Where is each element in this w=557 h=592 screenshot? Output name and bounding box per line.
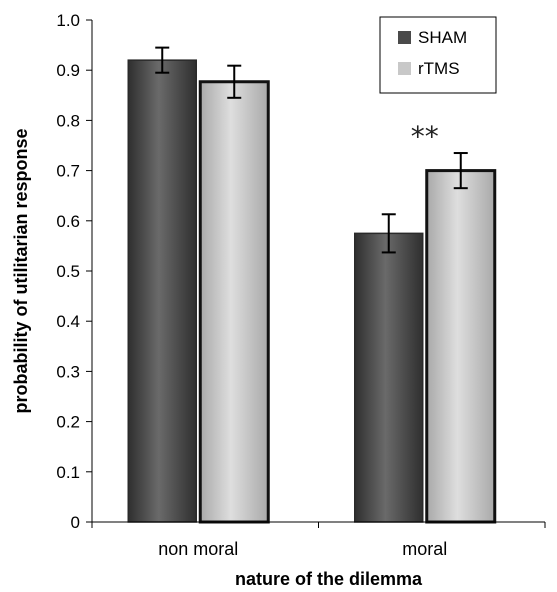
legend-swatch-rtms xyxy=(398,62,411,75)
x-category-label: non moral xyxy=(158,539,238,559)
x-axis-categories: non moral moral xyxy=(91,522,546,559)
bar-sham-moral xyxy=(354,232,424,523)
y-tick-label: 0.2 xyxy=(56,413,80,432)
y-tick-label: 0.9 xyxy=(56,61,80,80)
y-axis-title: probability of utilitarian response xyxy=(11,128,31,413)
y-tick-label: 1.0 xyxy=(56,11,80,30)
significance-annotation: ** xyxy=(411,120,439,153)
y-tick-label: 0.7 xyxy=(56,162,80,181)
legend-box xyxy=(379,16,497,94)
y-tick-label: 0.8 xyxy=(56,111,80,130)
y-tick-label: 0.3 xyxy=(56,362,80,381)
legend-swatch-sham xyxy=(398,31,411,44)
y-tick-label: 0.1 xyxy=(56,463,80,482)
bar-sham-non-moral xyxy=(127,59,197,523)
y-tick-label: 0.5 xyxy=(56,262,80,281)
legend: SHAM rTMS xyxy=(379,16,497,94)
legend-label-rtms: rTMS xyxy=(418,59,460,78)
bar-rtms-moral xyxy=(425,169,497,524)
bar-rtms-non-moral xyxy=(198,80,270,524)
y-tick-label: 0.4 xyxy=(56,312,80,331)
error-bars xyxy=(155,46,468,254)
x-category-label: moral xyxy=(402,539,447,559)
y-tick-label: 0 xyxy=(71,513,80,532)
y-axis-ticks: 0 0.1 0.2 0.3 0.4 0.5 0.6 0.7 0.8 0.9 1.0 xyxy=(56,11,92,532)
legend-label-sham: SHAM xyxy=(418,28,467,47)
bars xyxy=(127,59,497,524)
y-tick-label: 0.6 xyxy=(56,212,80,231)
x-axis-title: nature of the dilemma xyxy=(235,569,423,589)
